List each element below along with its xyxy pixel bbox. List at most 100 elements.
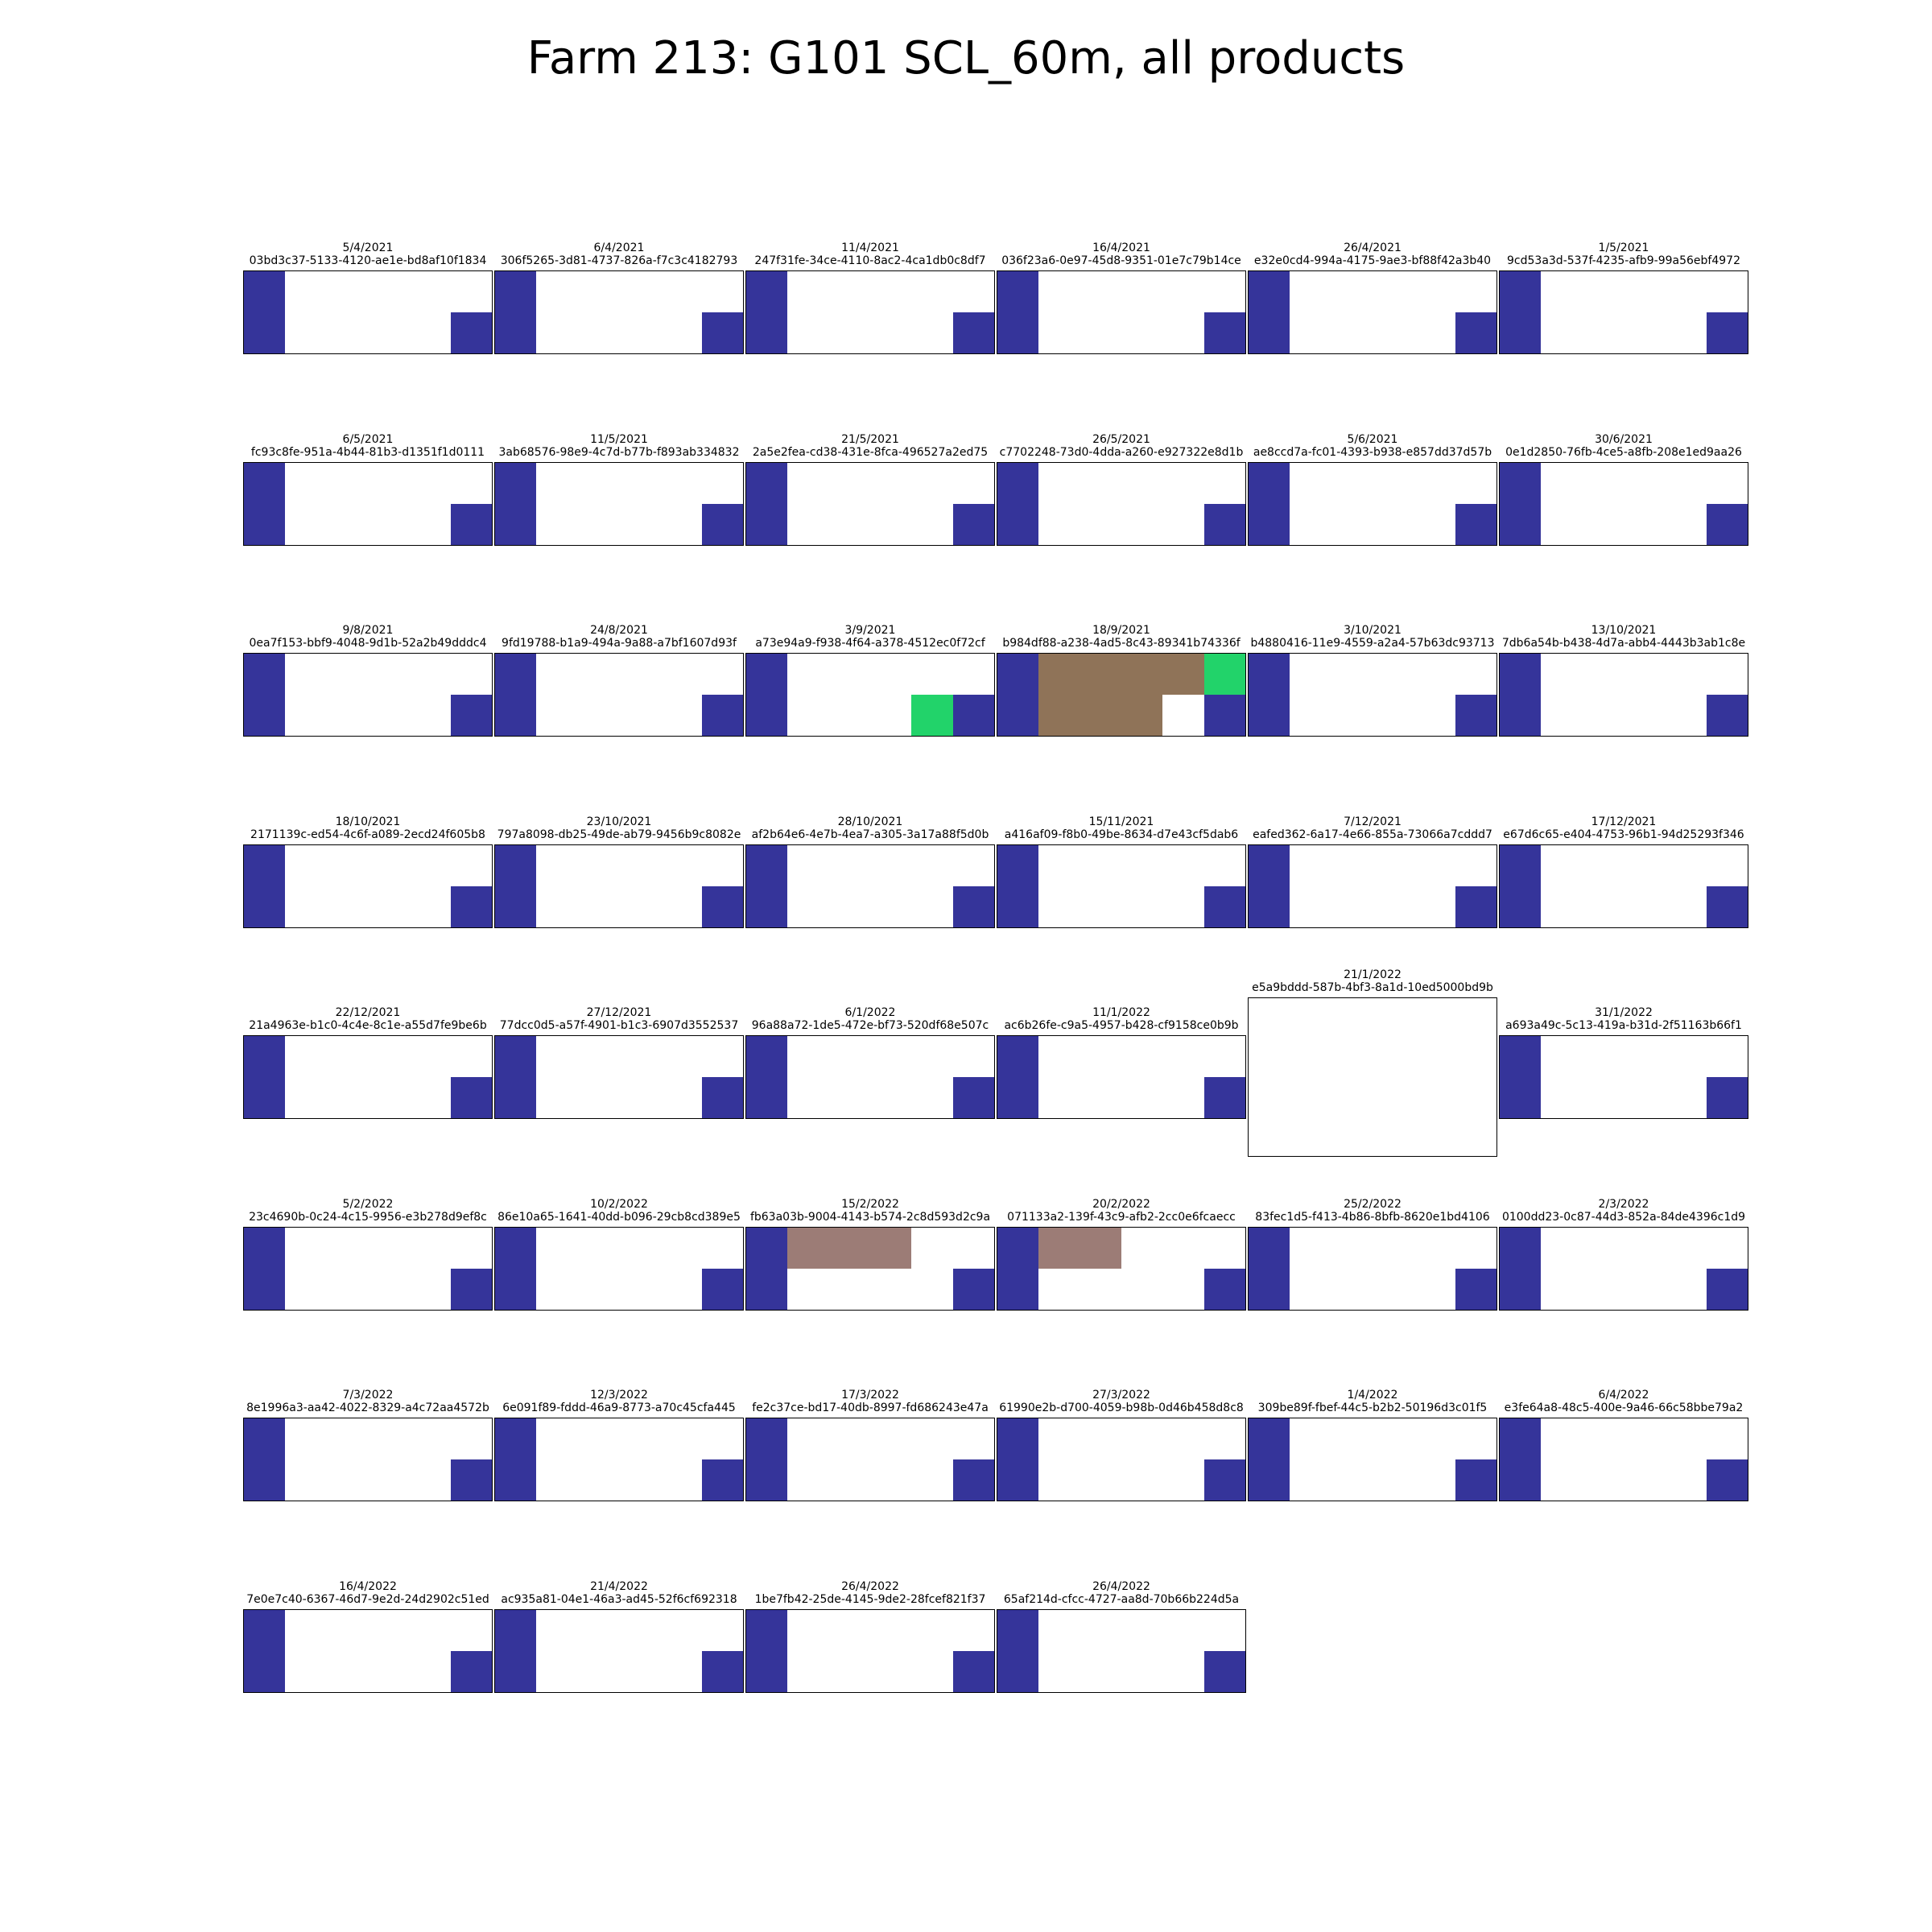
panel-date: 20/2/2022 xyxy=(1092,1197,1150,1211)
raster-cell-no-data xyxy=(1541,1418,1583,1459)
raster-cell-water xyxy=(451,1650,492,1692)
raster-cell-no-data xyxy=(1162,1609,1204,1651)
raster-cell-no-data xyxy=(1373,654,1414,695)
panel-date: 26/4/2022 xyxy=(1092,1579,1150,1593)
raster-cell-no-data xyxy=(1373,1227,1414,1269)
raster-cell-no-data xyxy=(409,271,451,312)
panel-product-id: a73e94a9-f938-4f64-a378-4512ec0f72cf xyxy=(755,637,985,650)
raster-cell-water xyxy=(1707,1459,1748,1501)
raster-cell-no-data xyxy=(911,654,953,695)
panel-product-id: ac935a81-04e1-46a3-ad45-52f6cf692318 xyxy=(501,1592,737,1606)
raster-cell-no-data xyxy=(1455,844,1496,886)
panel-product-id: 96a88a72-1de5-472e-bf73-520df68e507c xyxy=(751,1019,989,1032)
raster-cell-no-data xyxy=(327,654,368,695)
raster-cell-no-data xyxy=(1290,695,1331,736)
raster-cell-water xyxy=(1204,1650,1245,1692)
raster-cell-no-data xyxy=(285,654,327,695)
raster-cell-water xyxy=(1500,1459,1541,1501)
scl-panel: 28/10/2021 af2b64e6-4e7b-4ea7-a305-3a17a8… xyxy=(745,815,995,928)
panel-date: 26/4/2022 xyxy=(841,1579,899,1593)
raster-cell-no-data xyxy=(787,1077,829,1118)
panel-product-id: 247f31fe-34ce-4110-8ac2-4ca1db0c8df7 xyxy=(754,254,986,267)
scl-panel: 10/2/2022 86e10a65-1641-40dd-b096-29cb8cd… xyxy=(494,1198,744,1311)
raster-cell-no-data xyxy=(536,1036,578,1077)
raster-cell-no-data xyxy=(787,1268,829,1310)
raster-cell-water xyxy=(997,1077,1038,1118)
raster-cell-no-data xyxy=(1541,503,1583,545)
scl-panel: 15/2/2022 fb63a03b-9004-4143-b574-2c8d593… xyxy=(745,1198,995,1311)
raster-cell-water xyxy=(746,1077,787,1118)
raster-cell-no-data xyxy=(327,1036,368,1077)
raster-cell-no-data xyxy=(327,1077,368,1118)
raster-cell-no-data xyxy=(1038,1650,1080,1692)
panel-date: 30/6/2021 xyxy=(1595,432,1653,446)
raster-cell-vegetation xyxy=(911,695,953,736)
raster-cell-no-data xyxy=(1080,1268,1121,1310)
raster-cell-water xyxy=(495,1650,536,1692)
raster-cell-no-data xyxy=(1121,1418,1162,1459)
panel-product-id: 7e0e7c40-6367-46d7-9e2d-24d2902c51ed xyxy=(246,1592,489,1606)
raster-cell-no-data xyxy=(1373,695,1414,736)
raster-cell-no-data xyxy=(1541,312,1583,353)
panel-product-id: 77dcc0d5-a57f-4901-b1c3-6907d3552537 xyxy=(499,1019,739,1032)
raster-cell-no-data xyxy=(409,844,451,886)
panel-date: 31/1/2022 xyxy=(1595,1006,1653,1019)
raster-cell-no-data xyxy=(1541,1036,1583,1077)
raster-cell-no-data xyxy=(285,1268,327,1310)
scl-panel: 17/3/2022 fe2c37ce-bd17-40db-8997-fd68624… xyxy=(745,1389,995,1501)
raster-cell-no-data xyxy=(787,1459,829,1501)
panel-date: 2/3/2022 xyxy=(1598,1197,1649,1211)
raster-cell-no-data xyxy=(660,1036,702,1077)
panel-raster xyxy=(745,844,995,928)
raster-cell-no-data xyxy=(368,271,409,312)
raster-cell-water xyxy=(1500,654,1541,695)
raster-cell-no-data xyxy=(327,312,368,353)
raster-cell-no-data xyxy=(1373,844,1414,886)
raster-cell-no-data xyxy=(578,1418,619,1459)
raster-cell-no-data xyxy=(1583,654,1624,695)
raster-cell-water xyxy=(244,1036,285,1077)
raster-cell-no-data xyxy=(1373,1418,1414,1459)
raster-cell-no-data xyxy=(1583,1459,1624,1501)
raster-cell-no-data xyxy=(1121,1077,1162,1118)
panel-product-id: 86e10a65-1641-40dd-b096-29cb8cd389e5 xyxy=(497,1210,741,1224)
panel-raster xyxy=(997,844,1246,928)
panel-raster xyxy=(243,1418,493,1501)
raster-cell-no-data xyxy=(327,1227,368,1269)
raster-cell-no-data xyxy=(409,695,451,736)
panel-product-id: ae8ccd7a-fc01-4393-b938-e857dd37d57b xyxy=(1253,445,1492,459)
raster-cell-water xyxy=(702,695,743,736)
raster-cell-no-data xyxy=(1707,1036,1748,1077)
raster-cell-water xyxy=(244,1077,285,1118)
raster-cell-no-data xyxy=(660,1227,702,1269)
raster-cell-water xyxy=(746,462,787,504)
panel-raster xyxy=(1248,653,1497,737)
raster-cell-no-data xyxy=(578,844,619,886)
raster-cell-no-data xyxy=(536,1227,578,1269)
raster-cell-no-data xyxy=(327,503,368,545)
raster-cell-no-data xyxy=(536,844,578,886)
scl-panel: 17/12/2021 e67d6c65-e404-4753-96b1-94d252… xyxy=(1499,815,1748,928)
raster-cell-water xyxy=(451,1268,492,1310)
raster-cell-water xyxy=(1707,312,1748,353)
panel-raster xyxy=(1499,1226,1748,1311)
raster-cell-no-data xyxy=(1665,503,1707,545)
panel-date: 6/4/2022 xyxy=(1598,1389,1649,1402)
panel-raster xyxy=(494,844,744,928)
raster-cell-no-data xyxy=(1290,844,1331,886)
raster-cell-water xyxy=(451,503,492,545)
raster-cell-no-data xyxy=(1162,271,1204,312)
raster-cell-no-data xyxy=(660,695,702,736)
panel-date: 28/10/2021 xyxy=(837,815,903,828)
raster-cell-no-data xyxy=(368,1227,409,1269)
raster-cell-no-data xyxy=(829,1609,870,1651)
panel-date: 17/3/2022 xyxy=(841,1389,899,1402)
raster-cell-water xyxy=(451,312,492,353)
raster-cell-water xyxy=(1455,695,1496,736)
raster-cell-water xyxy=(495,1418,536,1459)
raster-cell-no-data xyxy=(1414,654,1455,695)
raster-cell-no-data xyxy=(536,1418,578,1459)
raster-cell-water xyxy=(495,886,536,927)
raster-cell-no-data xyxy=(1414,695,1455,736)
raster-cell-no-data xyxy=(1162,1418,1204,1459)
